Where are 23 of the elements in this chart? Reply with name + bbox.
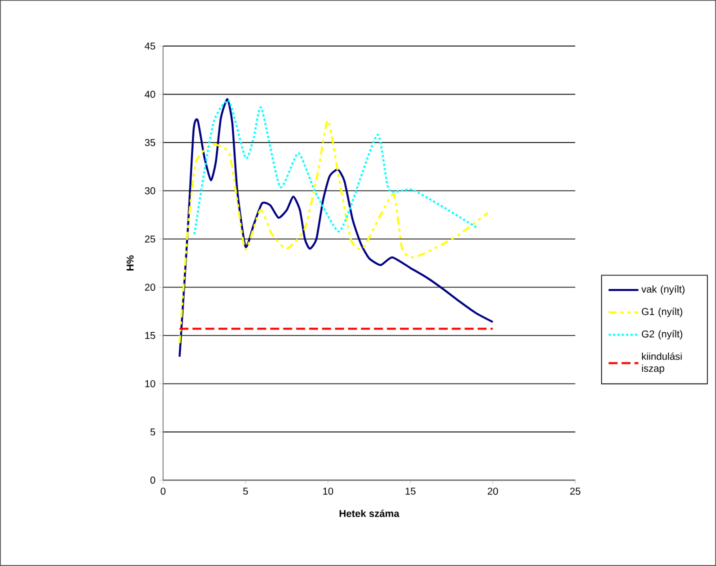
y-tick-label: 0 bbox=[150, 476, 156, 484]
x-tick-label: 20 bbox=[488, 488, 498, 495]
line-series bbox=[193, 100, 479, 236]
y-tick-label: 5 bbox=[150, 428, 156, 436]
x-tick-label: 0 bbox=[160, 488, 166, 495]
y-tick-label: 40 bbox=[144, 90, 156, 98]
y-tick-label: 35 bbox=[144, 139, 156, 146]
y-tick-label: 30 bbox=[144, 187, 156, 194]
x-tick-label: 5 bbox=[243, 488, 248, 495]
y-tick-label: 25 bbox=[144, 236, 156, 243]
x-axis-title: Hetek száma bbox=[340, 510, 400, 518]
x-tick-label: 25 bbox=[570, 488, 580, 495]
x-tick-label: 10 bbox=[323, 488, 334, 495]
legend-label: G1 (nyílt) bbox=[642, 308, 682, 318]
y-axis-title: H% bbox=[126, 255, 134, 271]
legend-label: G2 (nyílt) bbox=[642, 330, 682, 340]
y-tick-label: 15 bbox=[145, 332, 156, 339]
x-tick-label: 15 bbox=[406, 488, 416, 495]
y-tick-label: 10 bbox=[145, 380, 156, 388]
y-tick-label: 45 bbox=[144, 42, 156, 50]
legend-label: kiindulási iszap bbox=[642, 352, 682, 374]
y-tick-label: 20 bbox=[144, 284, 156, 291]
legend-label: vak (nyílt) bbox=[641, 285, 684, 295]
